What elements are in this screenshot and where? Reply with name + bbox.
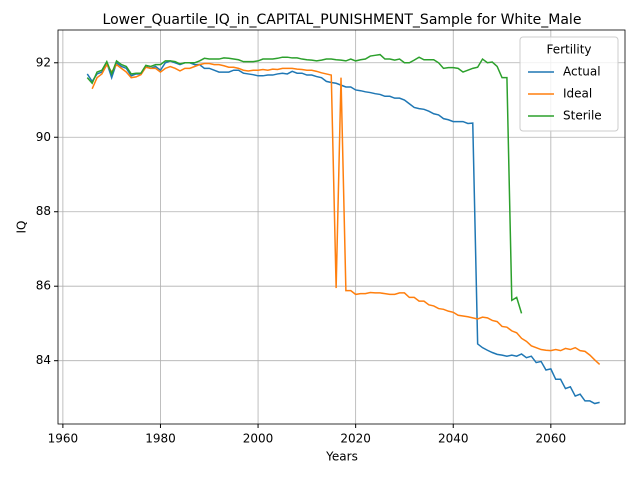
y-axis-label: IQ	[15, 221, 29, 234]
legend-box	[519, 36, 619, 132]
x-tick-label: 1960	[48, 432, 79, 446]
y-tick-label: 84	[36, 353, 51, 367]
x-axis-label: Years	[325, 450, 358, 464]
x-tick-label: 2020	[340, 432, 371, 446]
y-tick-label: 88	[36, 204, 51, 218]
x-tick-label: 2040	[438, 432, 469, 446]
legend-title: Fertility	[546, 43, 591, 57]
data-line	[86, 53, 523, 314]
x-tick-label: 2000	[243, 432, 274, 446]
data-line	[91, 62, 601, 365]
y-tick-label: 90	[36, 130, 51, 144]
plot-frame	[57, 29, 626, 425]
legend-label: Actual	[563, 65, 601, 79]
x-tick-label: 2060	[536, 432, 567, 446]
legend-label: Sterile	[563, 109, 602, 123]
chart-title: Lower_Quartile_IQ_in_CAPITAL_PUNISHMENT_…	[103, 12, 582, 28]
legend-label: Ideal	[563, 87, 592, 101]
y-tick-label: 86	[36, 279, 51, 293]
y-tick-label: 92	[36, 55, 51, 69]
x-tick-label: 1980	[145, 432, 176, 446]
